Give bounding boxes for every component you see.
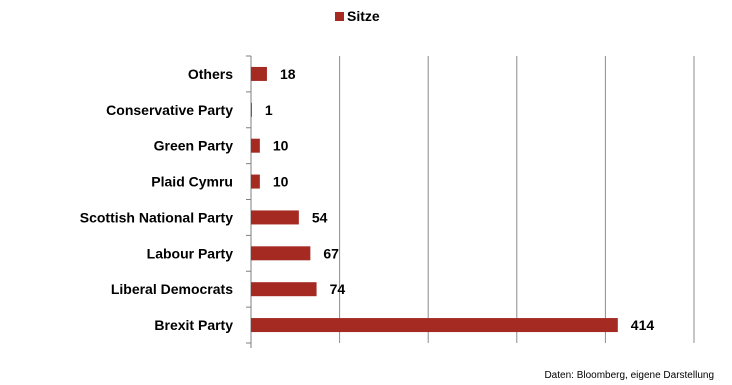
category-label: Scottish National Party — [80, 209, 233, 225]
category-label: Others — [188, 66, 233, 82]
source-note: Daten: Bloomberg, eigene Darstellung — [544, 370, 714, 381]
data-label: 54 — [312, 209, 328, 225]
data-label: 67 — [323, 245, 339, 261]
data-label: 1 — [265, 102, 273, 118]
category-label: Labour Party — [147, 245, 234, 261]
category-label: Conservative Party — [106, 102, 233, 118]
category-label: Plaid Cymru — [151, 174, 233, 190]
data-label: 18 — [280, 66, 296, 82]
data-label: 10 — [273, 138, 289, 154]
bar — [251, 138, 260, 153]
bar — [251, 282, 317, 297]
bar — [251, 174, 260, 189]
data-label: 10 — [273, 174, 289, 190]
bar — [251, 66, 267, 81]
category-label: Brexit Party — [154, 317, 233, 333]
legend-label: Sitze — [347, 8, 380, 24]
bar — [251, 102, 252, 117]
legend: Sitze — [335, 8, 380, 24]
category-label: Green Party — [154, 138, 234, 154]
category-label: Liberal Democrats — [111, 281, 233, 297]
bar — [251, 210, 299, 225]
legend-swatch — [335, 11, 344, 21]
data-label: 74 — [330, 281, 346, 297]
bar — [251, 318, 618, 333]
data-label: 414 — [631, 317, 655, 333]
bar — [251, 246, 311, 261]
